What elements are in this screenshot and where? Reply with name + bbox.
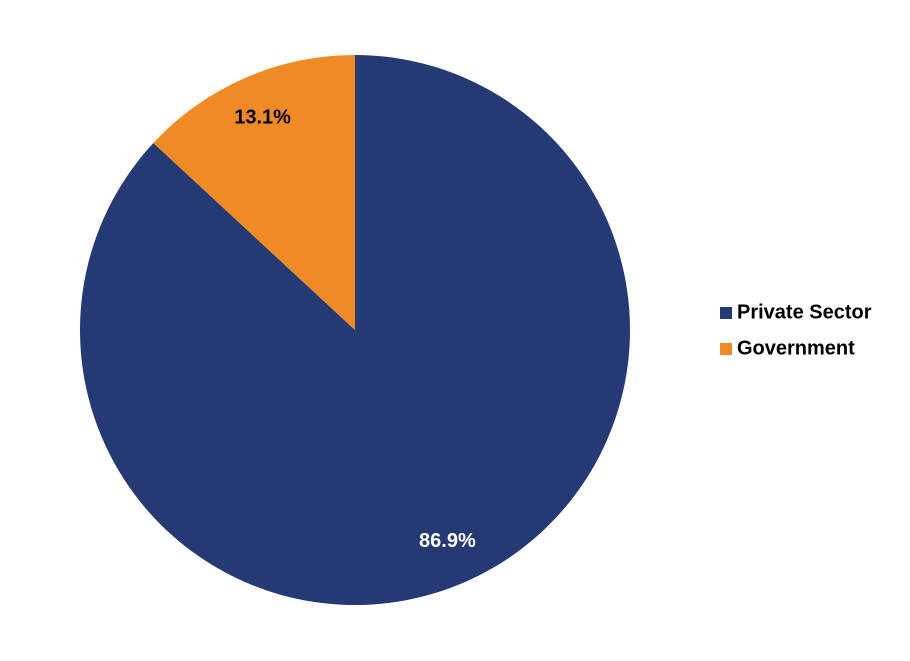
legend-label: Government [737,337,855,359]
legend-swatch [720,343,732,355]
legend-swatch [720,307,732,319]
pie-slice [79,55,631,606]
data-label: 86.9% [419,530,476,552]
pie-slice [153,55,355,330]
data-label: 13.1% [234,107,291,129]
legend-label: Private Sector [737,301,872,323]
